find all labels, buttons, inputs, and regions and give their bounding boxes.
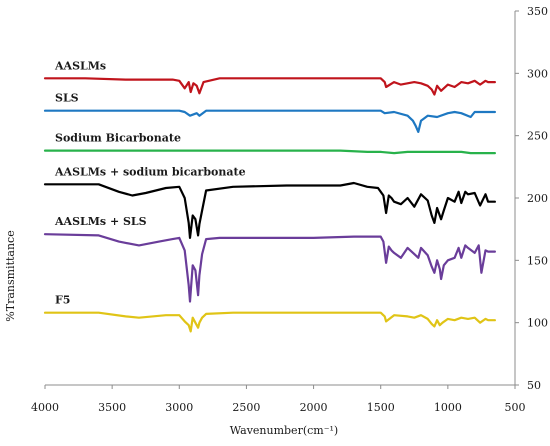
y-tick-label: 100: [527, 317, 548, 330]
series-line-2: [43, 149, 496, 155]
series-label-4: AASLMs + SLS: [54, 215, 147, 228]
x-tick-label: 3500: [98, 401, 126, 414]
series-layer: [43, 77, 496, 333]
x-tick-label: 3000: [165, 401, 193, 414]
x-tick-label: 4000: [31, 401, 59, 414]
series-label-3: AASLMs + sodium bicarbonate: [54, 165, 246, 178]
y-tick-label: 200: [527, 192, 548, 205]
x-tick-label: 2000: [300, 401, 328, 414]
x-tick-label: 500: [505, 401, 526, 414]
x-axis-title: Wavenumber(cm⁻¹): [230, 424, 338, 437]
x-tick-label: 1000: [434, 401, 462, 414]
y-tick-label: 50: [527, 379, 541, 392]
series-label-0: AASLMs: [54, 59, 106, 72]
y-tick-label: 300: [527, 67, 548, 80]
series-label-5: F5: [55, 294, 70, 307]
series-line-4: [43, 233, 496, 303]
label-layer: AASLMs SLS Sodium Bicarbonate AASLMs + sodi…: [54, 59, 246, 306]
series-line-0: [43, 77, 496, 96]
x-tick-label: 1500: [367, 401, 395, 414]
series-line-1: [43, 109, 496, 133]
y-tick-label: 250: [527, 130, 548, 143]
y-tick-label: 150: [527, 254, 548, 267]
y-tick-label: 350: [527, 5, 548, 18]
x-tick-label: 2500: [232, 401, 260, 414]
series-label-2: Sodium Bicarbonate: [55, 132, 181, 145]
y-axis-title: %Transmittance: [4, 230, 17, 321]
series-line-3: [43, 181, 496, 239]
series-label-1: SLS: [55, 92, 79, 105]
series-line-5: [43, 311, 496, 333]
